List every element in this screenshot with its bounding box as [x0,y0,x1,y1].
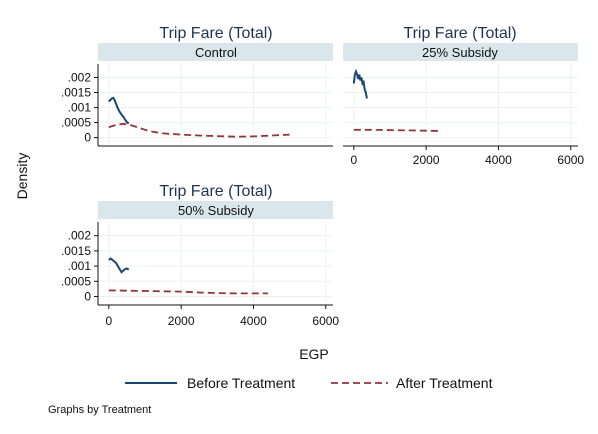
y-tick-label: 0 [84,131,91,145]
panel-25-subsidy: Trip Fare (Total) 25% Subsidy 0 2000 400… [343,25,584,167]
y-tick-label: .002 [68,229,92,243]
before-treatment-line [108,96,130,125]
y-tick-label: .0015 [61,86,91,100]
y-tick-label: 0 [84,289,91,303]
x-tick-label: 0 [106,314,113,328]
panel-control: Trip Fare (Total) Control .002 .0015 .00… [61,25,333,147]
panel-50-subsidy: Trip Fare (Total) 50% Subsidy .002 .0015… [61,183,339,328]
y-tick-label: .002 [68,71,92,85]
y-tick-label: .001 [68,259,92,273]
y-ticks: .002 .0015 .001 .0005 0 [61,71,98,145]
x-axis-label: EGP [299,346,329,362]
after-treatment-line [353,128,441,132]
y-tick-label: .001 [68,101,92,115]
after-treatment-line [108,122,290,138]
x-ticks: 0 2000 4000 6000 [351,146,584,167]
x-tick-label: 6000 [557,153,584,167]
before-treatment-line [108,257,130,274]
strip-bar [98,43,333,61]
legend-label-before: Before Treatment [187,375,295,391]
x-tick-label: 4000 [485,153,512,167]
strip-bar [98,201,333,219]
y-tick-label: .0015 [61,244,91,258]
y-tick-label: .0005 [61,274,91,288]
x-ticks: 0 2000 4000 6000 [106,305,339,328]
strip-bar [343,43,578,61]
legend: Before Treatment After Treatment [125,375,493,391]
x-tick-label: 6000 [312,314,339,328]
gridlines [98,64,333,146]
panel-title: Trip Fare (Total) [403,25,516,42]
panel-title: Trip Fare (Total) [159,25,272,42]
x-tick-label: 2000 [168,314,195,328]
strip-label: 50% Subsidy [178,203,254,218]
strip-label: Control [195,45,237,60]
legend-label-after: After Treatment [396,375,493,391]
y-tick-label: .0005 [61,116,91,130]
graphs-by-note: Graphs by Treatment [48,404,151,416]
strip-label: 25% Subsidy [422,45,498,60]
x-tick-label: 0 [351,153,358,167]
gridlines [98,222,333,305]
y-ticks: .002 .0015 .001 .0005 0 [61,229,98,303]
x-tick-label: 4000 [240,314,267,328]
gridlines [343,64,578,146]
after-treatment-line [108,289,268,295]
y-axis-label: Density [14,153,30,200]
before-treatment-line [352,68,368,99]
panel-title: Trip Fare (Total) [159,183,272,200]
x-tick-label: 2000 [413,153,440,167]
